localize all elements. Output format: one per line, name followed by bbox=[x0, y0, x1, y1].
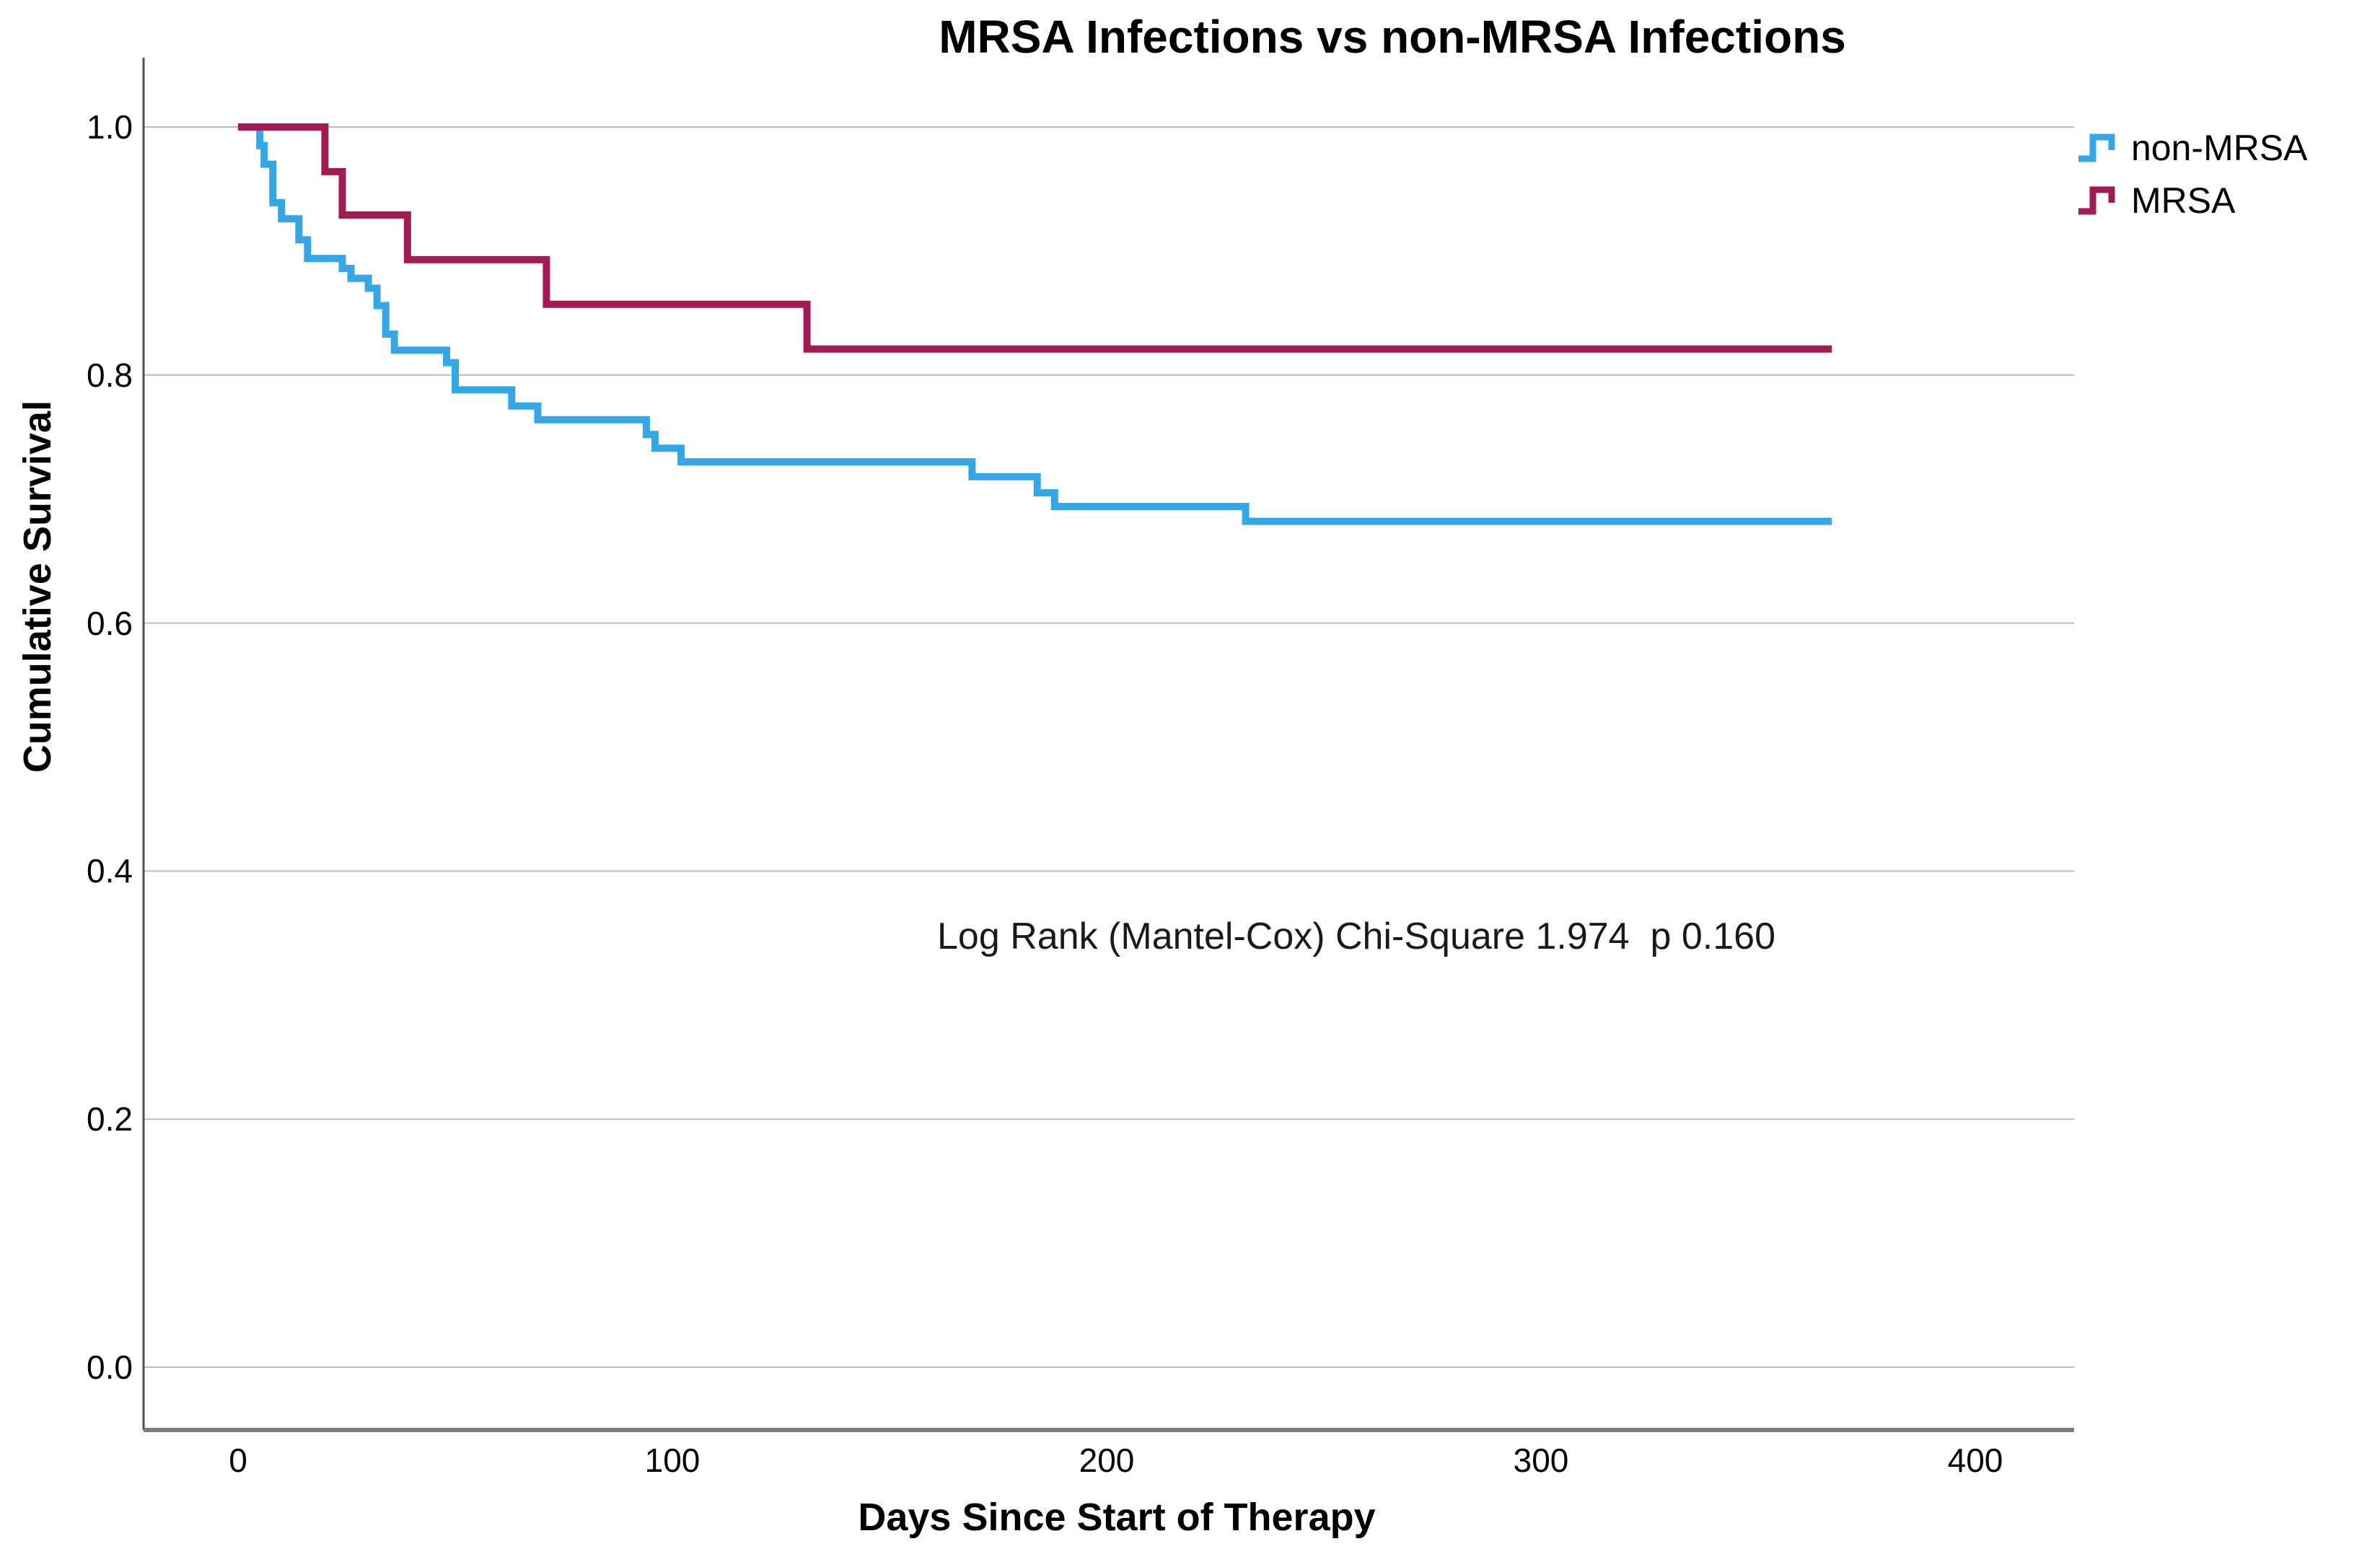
gridlines bbox=[144, 126, 2074, 1368]
y-tick-label-0.8: 0.8 bbox=[87, 356, 133, 394]
legend-item-mrsa: MRSA bbox=[2076, 174, 2308, 227]
legend: non-MRSA MRSA bbox=[2076, 121, 2308, 227]
step-line-icon bbox=[2078, 133, 2115, 162]
x-tick-label-300: 300 bbox=[1513, 1442, 1569, 1479]
x-tick-label-200: 200 bbox=[1079, 1442, 1135, 1479]
y-tick-label-0.0: 0.0 bbox=[87, 1348, 133, 1386]
y-tick-label-0.4: 0.4 bbox=[87, 852, 133, 890]
legend-label: MRSA bbox=[2131, 180, 2236, 221]
x-tick-label-100: 100 bbox=[644, 1442, 701, 1479]
survival-curve-non-mrsa bbox=[238, 123, 1832, 525]
y-tick-label-0.2: 0.2 bbox=[87, 1100, 133, 1138]
chart-title: MRSA Infections vs non-MRSA Infections bbox=[939, 11, 1846, 63]
y-axis-title: Cumulative Survival bbox=[16, 400, 59, 773]
x-axis-title: Days Since Start of Therapy bbox=[858, 1496, 1376, 1539]
y-tick-label-0.6: 0.6 bbox=[87, 604, 133, 642]
x-tick-label-400: 400 bbox=[1947, 1442, 2003, 1479]
step-line-icon-glyph bbox=[2078, 186, 2115, 214]
y-tick-label-1.0: 1.0 bbox=[87, 108, 133, 146]
legend-item-non-mrsa: non-MRSA bbox=[2076, 121, 2308, 174]
axes bbox=[142, 58, 2074, 1432]
step-line-icon bbox=[2078, 186, 2115, 214]
survival-curve-mrsa bbox=[238, 123, 1832, 353]
legend-label: non-MRSA bbox=[2131, 127, 2308, 168]
x-tick-label-0: 0 bbox=[229, 1442, 247, 1479]
step-line-icon-glyph bbox=[2078, 133, 2115, 162]
log-rank-annotation: Log Rank (Mantel-Cox) Chi-Square 1.974 p… bbox=[937, 916, 1775, 957]
survival-curves bbox=[238, 123, 1832, 525]
